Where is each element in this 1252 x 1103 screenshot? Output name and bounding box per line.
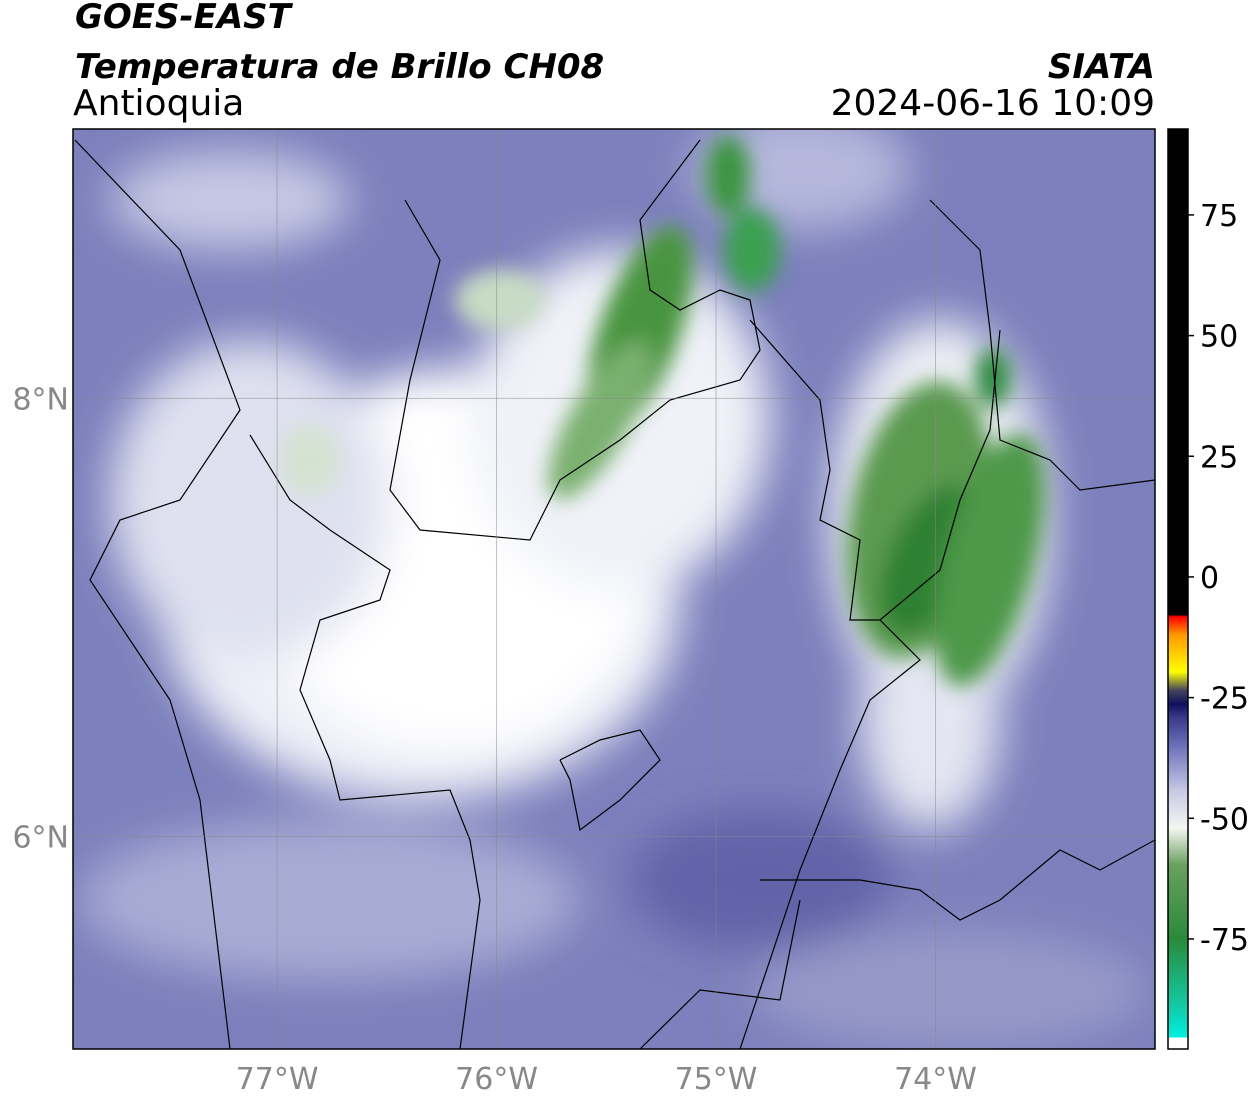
satellite-image [73, 129, 1155, 1049]
colorbar-tick-label: 25 [1200, 440, 1238, 475]
lon-tick-label: 75°W [675, 1062, 758, 1097]
colorbar-tick-label: -75 [1200, 923, 1249, 958]
datetime: 2024-06-16 10:09 [831, 83, 1155, 124]
colorbar-tick-label: 0 [1200, 561, 1219, 596]
lon-tick-label: 76°W [455, 1062, 538, 1097]
title: GOES-EAST [75, 0, 294, 37]
colorbar-tick-label: 75 [1200, 199, 1238, 234]
colorbar-tick-label: 50 [1200, 320, 1238, 355]
lat-tick-label: 8°N [12, 382, 69, 417]
colorbar [1167, 128, 1189, 1050]
lon-tick-label: 77°W [236, 1062, 319, 1097]
subtitle: Temperatura de Brillo CH08 [75, 47, 604, 87]
region: Antioquia [73, 83, 244, 124]
source: SIATA [1048, 47, 1155, 87]
lon-tick-label: 74°W [894, 1062, 977, 1097]
graticule [73, 129, 1155, 1049]
colorbar-tick-label: -50 [1200, 802, 1249, 837]
map-frame [72, 128, 1156, 1050]
colorbar-tick-label: -25 [1200, 682, 1249, 717]
lat-tick-label: 6°N [12, 821, 69, 856]
